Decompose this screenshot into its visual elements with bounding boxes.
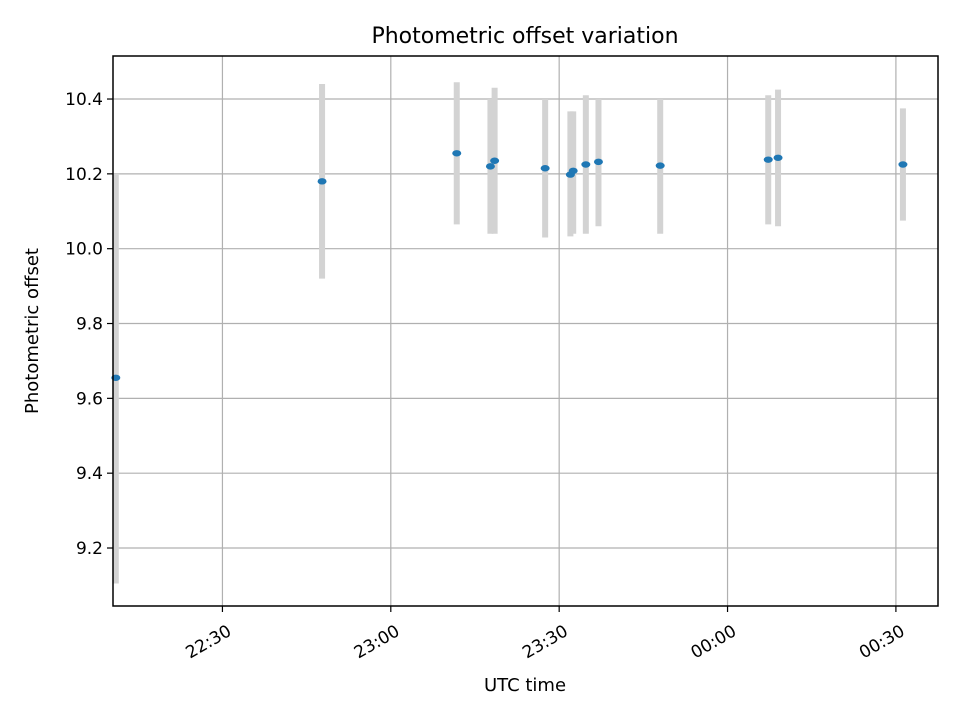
data-point — [581, 161, 591, 168]
y-axis-label: Photometric offset — [22, 248, 43, 414]
data-point — [655, 162, 665, 169]
marker-layer — [111, 150, 908, 381]
y-tick-label: 9.4 — [76, 464, 103, 484]
y-tick-label: 10.0 — [65, 240, 103, 260]
data-point — [485, 163, 495, 170]
x-tick-label: 00:30 — [856, 621, 908, 663]
x-axis-label: UTC time — [484, 675, 566, 696]
plot-frame — [112, 55, 939, 607]
tick-layer: 9.2 9.4 9.6 9.8 10.0 10.2 10.4 22:30 23:00 23:30 0… — [65, 90, 908, 663]
x-tick-label: 23:30 — [519, 621, 571, 663]
x-tick-label: 00:00 — [688, 621, 740, 663]
data-point — [568, 167, 578, 175]
x-tick-label: 23:00 — [351, 621, 403, 663]
y-tick-label: 10.2 — [65, 165, 103, 185]
y-tick-label: 9.8 — [76, 315, 103, 335]
y-tick-label: 9.2 — [76, 539, 103, 559]
data-point — [540, 165, 550, 172]
data-point — [593, 158, 603, 166]
chart-title: Photometric offset variation — [371, 24, 678, 49]
data-point — [317, 178, 327, 185]
data-point — [763, 156, 773, 163]
y-tick-label: 10.4 — [65, 90, 103, 110]
data-point — [773, 154, 783, 161]
data-point — [898, 161, 908, 168]
y-tick-label: 9.6 — [76, 389, 103, 409]
x-tick-label: 22:30 — [183, 621, 235, 663]
data-point — [452, 150, 462, 157]
data-point — [490, 157, 500, 164]
errorbar-layer — [112, 82, 906, 584]
grid-layer — [113, 56, 938, 606]
